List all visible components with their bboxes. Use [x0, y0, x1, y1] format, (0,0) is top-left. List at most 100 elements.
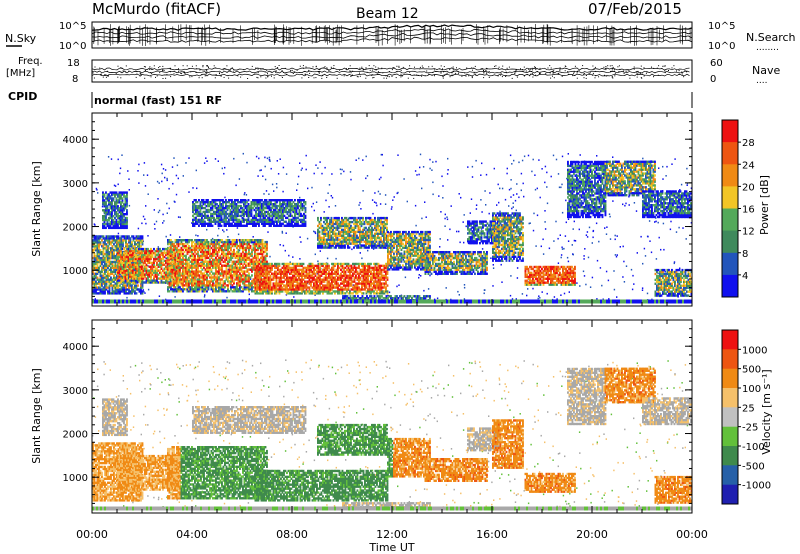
- strip-dot: [552, 75, 553, 77]
- range-cell: [207, 260, 210, 263]
- range-cell: [96, 266, 99, 270]
- range-cell: [179, 266, 181, 269]
- range-cell: [293, 270, 296, 273]
- range-cell: [99, 258, 102, 262]
- scatter-cell: [489, 192, 491, 194]
- range-cell: [182, 264, 184, 267]
- range-cell: [174, 288, 177, 291]
- strip-dot: [610, 71, 611, 73]
- nsky-tick-top: 10^5: [59, 21, 86, 32]
- range-cell: [141, 292, 144, 295]
- range-cell: [137, 288, 139, 291]
- scatter-cell: [179, 216, 181, 219]
- range-cell: [114, 278, 117, 281]
- strip-dot: [520, 68, 521, 70]
- range-cell: [103, 216, 106, 220]
- range-cell: [266, 262, 269, 266]
- scatter-cell: [537, 297, 539, 300]
- range-cell: [105, 280, 108, 283]
- range-cell: [138, 269, 140, 272]
- range-cell: [258, 239, 261, 242]
- range-cell: [186, 276, 189, 279]
- range-cell: [179, 276, 181, 279]
- range-cell: [269, 290, 272, 293]
- scatter-cell: [223, 172, 225, 175]
- range-cell: [215, 266, 217, 269]
- range-cell: [121, 215, 124, 218]
- range-cell: [111, 205, 113, 208]
- range-cell: [257, 278, 260, 281]
- scatter-cell: [506, 167, 508, 170]
- range-cell: [206, 280, 208, 283]
- range-cell: [207, 252, 210, 256]
- range-cell: [110, 243, 112, 246]
- range-cell: [111, 239, 114, 242]
- range-cell: [114, 203, 116, 206]
- range-cell: [154, 259, 157, 263]
- range-cell: [245, 256, 247, 260]
- range-cell: [263, 258, 265, 261]
- range-cell: [225, 278, 228, 281]
- range-cell: [216, 272, 219, 275]
- range-cell: [135, 288, 138, 291]
- strip-dot: [641, 73, 643, 75]
- range-cell: [135, 253, 137, 257]
- range-cell: [99, 256, 102, 260]
- range-cell: [218, 242, 220, 246]
- range-cell: [206, 276, 208, 279]
- range-cell: [105, 251, 108, 254]
- range-cell: [280, 272, 282, 275]
- range-cell: [117, 195, 119, 198]
- range-cell: [188, 239, 190, 242]
- range-cell: [138, 277, 140, 280]
- range-cell: [171, 260, 174, 263]
- range-cell: [262, 266, 264, 270]
- scatter-cell: [442, 185, 444, 187]
- scatter-cell: [321, 172, 323, 175]
- scatter-cell: [282, 166, 285, 169]
- range-cell: [136, 271, 139, 274]
- range-cell: [271, 268, 273, 272]
- range-cell: [117, 281, 119, 284]
- range-cell: [260, 256, 262, 260]
- range-cell: [126, 251, 128, 255]
- scatter-cell: [300, 241, 302, 243]
- strip-dot: [446, 72, 448, 74]
- range-cell: [116, 286, 118, 289]
- range-cell: [252, 244, 255, 248]
- range-cell: [168, 256, 171, 260]
- range-cell: [159, 261, 161, 265]
- range-cell: [234, 276, 237, 279]
- range-cell: [174, 290, 177, 293]
- range-cell: [103, 193, 106, 196]
- scatter-cell: [561, 155, 564, 158]
- range-cell: [293, 266, 296, 270]
- range-cell: [191, 288, 193, 291]
- range-cell: [246, 286, 249, 289]
- range-cell: [116, 290, 118, 293]
- scatter-cell: [485, 173, 488, 176]
- scatter-cell: [147, 265, 149, 267]
- scatter-cell: [463, 214, 465, 216]
- range-cell: [194, 242, 196, 246]
- range-cell: [265, 292, 267, 295]
- strip-dot: [120, 71, 122, 73]
- scatter-cell: [686, 167, 688, 170]
- range-cell: [168, 266, 171, 269]
- range-cell: [206, 266, 208, 269]
- range-cell: [233, 254, 235, 258]
- range-cell: [167, 252, 169, 256]
- range-cell: [248, 268, 250, 271]
- range-cell: [249, 286, 252, 289]
- strip-dot: [483, 72, 485, 74]
- range-cell: [213, 278, 216, 281]
- range-cell: [185, 240, 187, 244]
- scatter-cell: [536, 187, 538, 190]
- strip-dot: [377, 73, 379, 75]
- range-cell: [234, 270, 237, 273]
- range-cell: [266, 274, 269, 277]
- strip-dot: [681, 73, 683, 75]
- range-cell: [168, 276, 171, 279]
- scatter-cell: [316, 272, 319, 275]
- freq-label-line2: [MHz]: [6, 68, 35, 79]
